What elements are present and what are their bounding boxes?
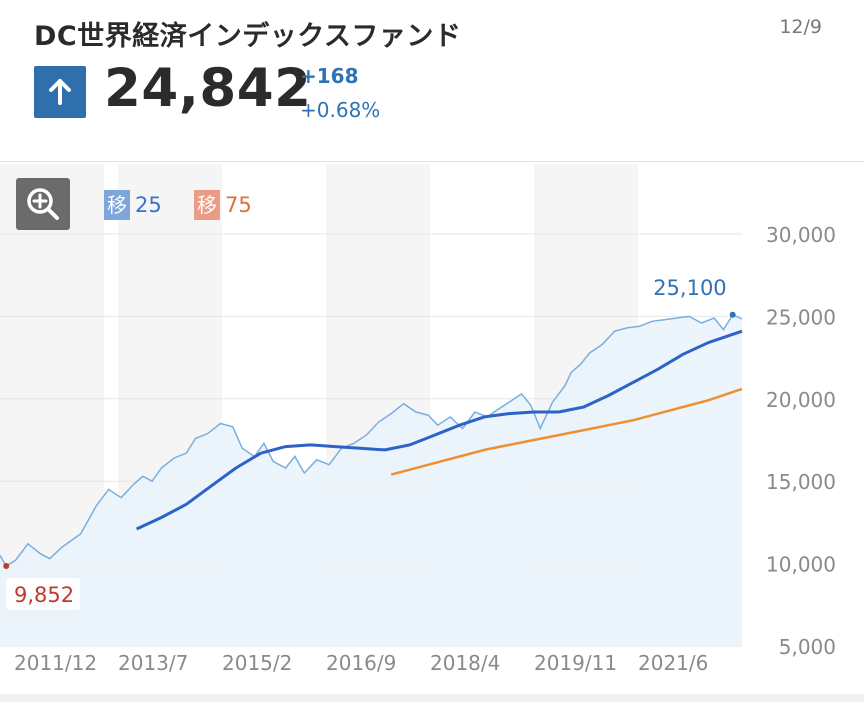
price-change-absolute: +168: [300, 64, 359, 88]
current-price: 24,842: [104, 58, 312, 119]
quote-date: 12/9: [779, 16, 822, 38]
x-tick-label: 2011/12: [14, 651, 97, 675]
low-point-marker: [3, 563, 10, 570]
y-tick-label: 5,000: [779, 635, 836, 659]
legend-ma25-value: 25: [135, 193, 162, 217]
legend-ma75-badge: 移: [194, 190, 220, 220]
x-tick-label: 2019/11: [534, 651, 617, 675]
legend-ma75-value: 75: [225, 193, 252, 217]
magnifier-glyph: [27, 188, 59, 220]
legend-ma75: 移 75: [194, 190, 252, 220]
low-label-bg: [6, 578, 80, 611]
header-divider: [0, 161, 864, 162]
x-tick-label: 2013/7: [118, 651, 188, 675]
high-point-marker: [729, 311, 736, 318]
x-tick-label: 2021/6: [638, 651, 708, 675]
y-tick-label: 20,000: [766, 388, 836, 412]
zoom-in-icon[interactable]: [16, 178, 70, 230]
arrow-up-icon: [34, 66, 86, 118]
price-series-line: [0, 313, 743, 568]
x-tick-label: 2015/2: [222, 651, 292, 675]
y-tick-label: 10,000: [766, 553, 836, 577]
y-tick-label: 30,000: [766, 223, 836, 247]
ma25-series-line: [135, 329, 743, 531]
y-tick-label: 15,000: [766, 470, 836, 494]
legend-ma25-badge: 移: [104, 190, 130, 220]
quote-header: DC世界経済インデックスファンド 12/9 24,842 +168 +0.68%: [0, 0, 864, 160]
y-tick-label: 25,000: [766, 305, 836, 329]
fund-name: DC世界経済インデックスファンド: [34, 21, 462, 52]
high-point-label: 25,100: [653, 276, 726, 300]
arrow-up-glyph: [49, 79, 71, 105]
price-change-percent: +0.68%: [300, 98, 381, 122]
low-point-label: 9,852: [14, 583, 74, 607]
x-tick-label: 2016/9: [326, 651, 396, 675]
ma75-series-line: [390, 387, 743, 476]
bottom-band: [0, 694, 864, 702]
legend-ma25: 移 25: [104, 190, 162, 220]
x-tick-label: 2018/4: [430, 651, 500, 675]
